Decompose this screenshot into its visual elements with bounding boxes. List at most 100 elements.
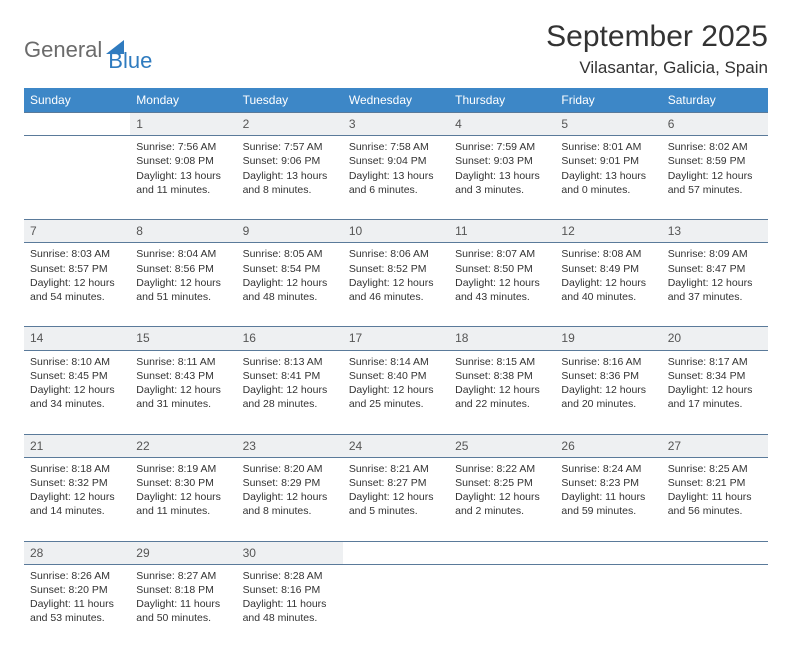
day-cell-line: Sunrise: 8:24 AM (561, 462, 655, 476)
day-cell: Sunrise: 8:08 AMSunset: 8:49 PMDaylight:… (555, 243, 661, 327)
day-cell-line: Daylight: 12 hours and 5 minutes. (349, 490, 443, 518)
day-cell-line: Sunset: 8:54 PM (243, 262, 337, 276)
day-number: 29 (130, 541, 236, 564)
day-cell: Sunrise: 8:28 AMSunset: 8:16 PMDaylight:… (237, 564, 343, 648)
day-number: 18 (449, 327, 555, 350)
day-cell-line: Sunset: 8:32 PM (30, 476, 124, 490)
month-title: September 2025 (546, 20, 768, 54)
day-number: 16 (237, 327, 343, 350)
day-cell: Sunrise: 7:59 AMSunset: 9:03 PMDaylight:… (449, 136, 555, 220)
daynum-row: 78910111213 (24, 220, 768, 243)
day-cell-line: Sunrise: 8:20 AM (243, 462, 337, 476)
day-cell-line: Daylight: 12 hours and 40 minutes. (561, 276, 655, 304)
day-header: Tuesday (237, 88, 343, 113)
calendar-head: Sunday Monday Tuesday Wednesday Thursday… (24, 88, 768, 113)
day-number: 27 (662, 434, 768, 457)
day-cell: Sunrise: 8:14 AMSunset: 8:40 PMDaylight:… (343, 350, 449, 434)
day-number: 7 (24, 220, 130, 243)
day-number (555, 541, 661, 564)
week-row: Sunrise: 7:56 AMSunset: 9:08 PMDaylight:… (24, 136, 768, 220)
day-cell-line: Sunrise: 8:15 AM (455, 355, 549, 369)
day-cell-line: Daylight: 12 hours and 17 minutes. (668, 383, 762, 411)
day-cell: Sunrise: 8:05 AMSunset: 8:54 PMDaylight:… (237, 243, 343, 327)
day-cell: Sunrise: 8:21 AMSunset: 8:27 PMDaylight:… (343, 457, 449, 541)
day-cell-line: Sunrise: 8:25 AM (668, 462, 762, 476)
day-header-row: Sunday Monday Tuesday Wednesday Thursday… (24, 88, 768, 113)
logo-text-part2: Blue (108, 48, 152, 74)
day-cell-line: Sunset: 8:23 PM (561, 476, 655, 490)
day-cell-line: Sunset: 9:03 PM (455, 154, 549, 168)
day-cell-line: Sunset: 8:25 PM (455, 476, 549, 490)
day-number (24, 113, 130, 136)
day-cell-line: Daylight: 12 hours and 20 minutes. (561, 383, 655, 411)
day-cell-line: Daylight: 12 hours and 14 minutes. (30, 490, 124, 518)
day-cell-line: Sunrise: 8:03 AM (30, 247, 124, 261)
day-cell: Sunrise: 7:56 AMSunset: 9:08 PMDaylight:… (130, 136, 236, 220)
day-number (449, 541, 555, 564)
day-cell-line: Sunrise: 8:04 AM (136, 247, 230, 261)
week-row: Sunrise: 8:26 AMSunset: 8:20 PMDaylight:… (24, 564, 768, 648)
day-cell: Sunrise: 8:25 AMSunset: 8:21 PMDaylight:… (662, 457, 768, 541)
day-number: 15 (130, 327, 236, 350)
day-number: 6 (662, 113, 768, 136)
day-cell-line: Daylight: 11 hours and 56 minutes. (668, 490, 762, 518)
day-cell-line: Sunset: 8:40 PM (349, 369, 443, 383)
day-cell-line: Sunrise: 8:16 AM (561, 355, 655, 369)
day-cell-line: Sunset: 8:52 PM (349, 262, 443, 276)
day-cell: Sunrise: 8:27 AMSunset: 8:18 PMDaylight:… (130, 564, 236, 648)
day-cell: Sunrise: 8:06 AMSunset: 8:52 PMDaylight:… (343, 243, 449, 327)
day-cell-line: Sunset: 8:56 PM (136, 262, 230, 276)
day-number: 5 (555, 113, 661, 136)
day-number: 13 (662, 220, 768, 243)
day-cell-line: Sunset: 8:38 PM (455, 369, 549, 383)
day-cell-line: Daylight: 12 hours and 46 minutes. (349, 276, 443, 304)
day-cell: Sunrise: 8:01 AMSunset: 9:01 PMDaylight:… (555, 136, 661, 220)
day-cell-line: Sunset: 8:50 PM (455, 262, 549, 276)
day-cell-line: Sunrise: 8:07 AM (455, 247, 549, 261)
day-cell: Sunrise: 8:02 AMSunset: 8:59 PMDaylight:… (662, 136, 768, 220)
daynum-row: 21222324252627 (24, 434, 768, 457)
day-cell: Sunrise: 8:04 AMSunset: 8:56 PMDaylight:… (130, 243, 236, 327)
day-cell-line: Sunset: 8:57 PM (30, 262, 124, 276)
day-number: 25 (449, 434, 555, 457)
day-cell (449, 564, 555, 648)
day-cell-line: Daylight: 12 hours and 8 minutes. (243, 490, 337, 518)
day-number (662, 541, 768, 564)
day-cell-line: Sunset: 9:08 PM (136, 154, 230, 168)
day-number: 11 (449, 220, 555, 243)
daynum-row: 123456 (24, 113, 768, 136)
day-cell-line: Sunset: 8:41 PM (243, 369, 337, 383)
day-number: 22 (130, 434, 236, 457)
day-number: 17 (343, 327, 449, 350)
day-header: Sunday (24, 88, 130, 113)
day-header: Thursday (449, 88, 555, 113)
day-cell-line: Sunset: 8:49 PM (561, 262, 655, 276)
logo: General Blue (24, 26, 152, 74)
day-cell-line: Sunset: 8:36 PM (561, 369, 655, 383)
day-number (343, 541, 449, 564)
day-cell: Sunrise: 7:58 AMSunset: 9:04 PMDaylight:… (343, 136, 449, 220)
day-number: 3 (343, 113, 449, 136)
day-cell-line: Daylight: 12 hours and 28 minutes. (243, 383, 337, 411)
day-cell: Sunrise: 8:09 AMSunset: 8:47 PMDaylight:… (662, 243, 768, 327)
day-number: 4 (449, 113, 555, 136)
day-cell-line: Sunset: 8:45 PM (30, 369, 124, 383)
logo-text-part1: General (24, 37, 102, 63)
day-cell-line: Daylight: 12 hours and 48 minutes. (243, 276, 337, 304)
day-cell: Sunrise: 8:26 AMSunset: 8:20 PMDaylight:… (24, 564, 130, 648)
day-cell-line: Sunset: 9:06 PM (243, 154, 337, 168)
day-cell: Sunrise: 8:16 AMSunset: 8:36 PMDaylight:… (555, 350, 661, 434)
day-cell-line: Sunset: 8:27 PM (349, 476, 443, 490)
day-cell: Sunrise: 8:03 AMSunset: 8:57 PMDaylight:… (24, 243, 130, 327)
day-cell (343, 564, 449, 648)
week-row: Sunrise: 8:03 AMSunset: 8:57 PMDaylight:… (24, 243, 768, 327)
day-header: Saturday (662, 88, 768, 113)
day-cell-line: Sunrise: 8:13 AM (243, 355, 337, 369)
day-cell-line: Daylight: 11 hours and 53 minutes. (30, 597, 124, 625)
day-number: 14 (24, 327, 130, 350)
day-cell-line: Sunrise: 7:56 AM (136, 140, 230, 154)
day-cell-line: Sunset: 9:04 PM (349, 154, 443, 168)
day-header: Monday (130, 88, 236, 113)
day-cell-line: Daylight: 12 hours and 54 minutes. (30, 276, 124, 304)
day-cell-line: Sunrise: 7:59 AM (455, 140, 549, 154)
